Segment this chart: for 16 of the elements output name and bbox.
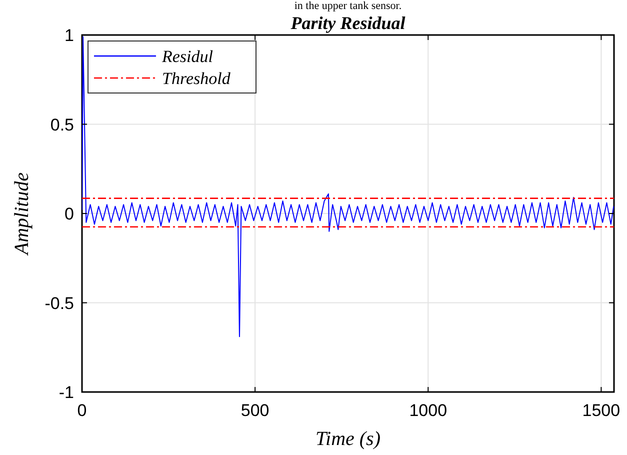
chart-title: Parity Residual (290, 13, 406, 33)
legend-label: Residul (161, 47, 214, 66)
legend-label: Threshold (162, 69, 231, 88)
x-tick-label: 0 (77, 401, 87, 420)
y-tick-label: 0.5 (50, 115, 74, 134)
x-tick-label: 1000 (409, 401, 448, 420)
x-axis-title: Time (s) (316, 428, 381, 450)
y-tick-label: 1 (64, 26, 74, 45)
text: in the upper tank sensor. (294, 0, 402, 12)
line-series (82, 36, 614, 338)
y-tick-label: -1 (58, 383, 74, 402)
y-axis-title: Amplitude (11, 172, 33, 257)
y-tick-label: 0 (64, 204, 74, 224)
y-tick-label: -0.5 (44, 294, 74, 313)
x-tick-label: 1500 (582, 401, 620, 420)
x-tick-label: 500 (240, 401, 270, 420)
